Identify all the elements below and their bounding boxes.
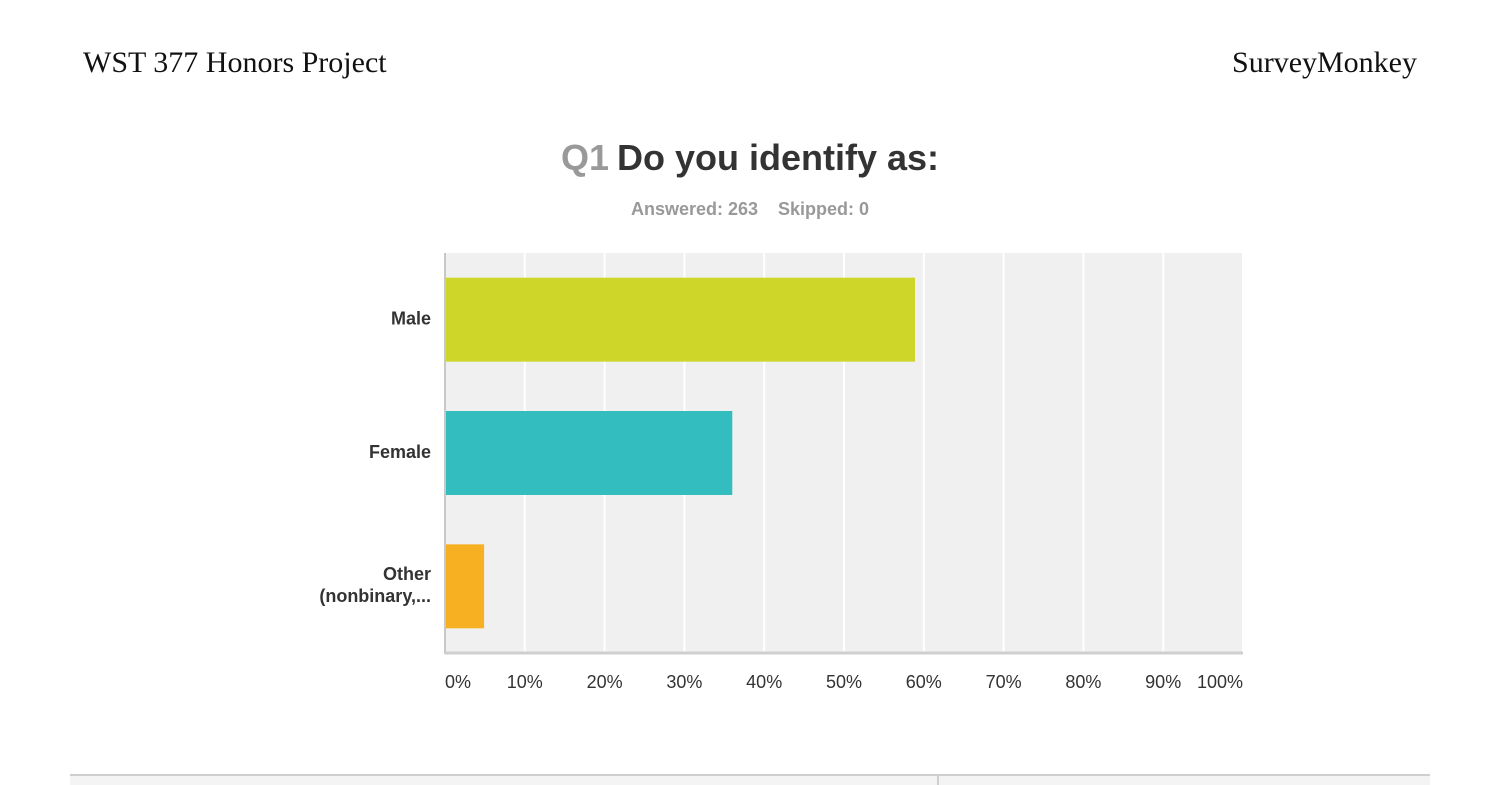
question-number: Q1 bbox=[560, 137, 609, 178]
x-tick-label: 90% bbox=[1145, 672, 1181, 692]
x-tick-label: 50% bbox=[826, 672, 862, 692]
bar bbox=[445, 544, 485, 629]
question-heading: Q1 Do you identify as: bbox=[0, 137, 1500, 179]
category-label: Male bbox=[391, 308, 431, 328]
x-tick-label: 0% bbox=[445, 672, 471, 692]
brand-name: SurveyMonkey bbox=[1232, 46, 1417, 79]
category-label: Other bbox=[383, 564, 431, 584]
skipped-count: Skipped: 0 bbox=[778, 199, 870, 219]
answered-count: Answered: 263 bbox=[630, 199, 759, 219]
results-table-edge bbox=[70, 774, 1430, 785]
results-table-divider bbox=[937, 774, 939, 785]
x-tick-label: 10% bbox=[507, 672, 543, 692]
bar bbox=[445, 277, 916, 362]
category-label: (nonbinary,... bbox=[319, 586, 431, 606]
x-tick-label: 30% bbox=[666, 672, 702, 692]
x-tick-label: 100% bbox=[1197, 672, 1243, 692]
x-tick-label: 70% bbox=[986, 672, 1022, 692]
response-stats: Answered: 263 Skipped: 0 bbox=[0, 199, 1500, 220]
x-tick-label: 20% bbox=[587, 672, 623, 692]
category-label: Female bbox=[369, 442, 431, 462]
question-text: Do you identify as: bbox=[617, 137, 940, 178]
report-title: WST 377 Honors Project bbox=[83, 46, 387, 79]
bar bbox=[445, 411, 733, 495]
x-tick-label: 80% bbox=[1065, 672, 1101, 692]
x-tick-label: 40% bbox=[746, 672, 782, 692]
x-tick-label: 60% bbox=[906, 672, 942, 692]
